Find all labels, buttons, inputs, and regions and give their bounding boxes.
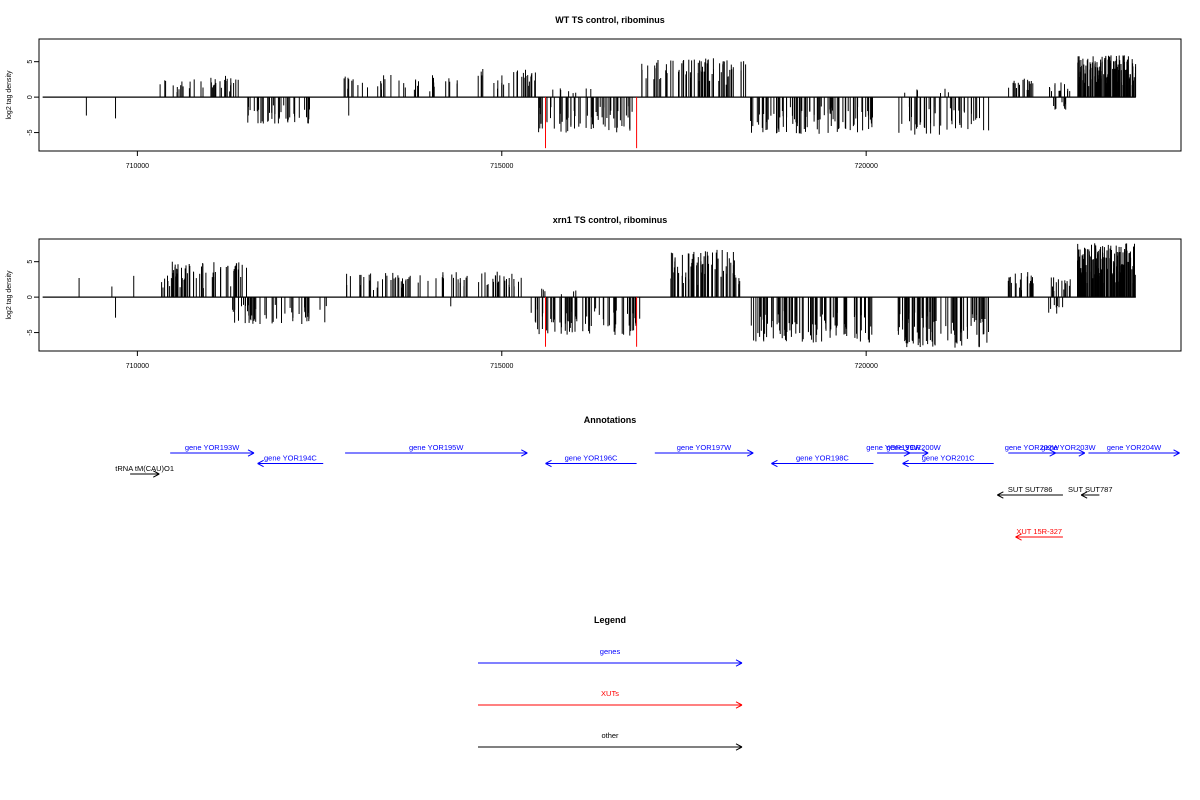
legend-arrow — [478, 659, 743, 667]
annotation-label: tRNA tM(CAU)O1 — [115, 464, 174, 473]
annotation-arrow — [257, 459, 324, 468]
annotation-feature: gene YOR204W — [1088, 443, 1180, 457]
annotations-title: Annotations — [584, 415, 637, 425]
annotation-arrow — [1080, 491, 1100, 499]
track-panel-xrn1: xrn1 TS control, ribominus log2 tag dens… — [6, 215, 1182, 370]
legend-label: genes — [600, 647, 621, 656]
plot-frame — [38, 238, 1182, 352]
annotation-arrow — [898, 449, 929, 457]
x-tick-label: 715000 — [490, 363, 513, 370]
annotation-arrow — [1008, 449, 1056, 457]
annotation-feature: gene YOR198C — [771, 454, 874, 468]
annotation-arrow — [130, 470, 160, 478]
annotation-feature: SUT SUT786 — [997, 485, 1063, 499]
annotation-arrow — [902, 459, 994, 468]
y-tick-label: -5 — [27, 329, 34, 335]
annotation-feature: gene YOR194C — [257, 454, 324, 468]
y-tick-label: 0 — [27, 295, 34, 299]
annotation-feature: gene YOR195W — [345, 443, 528, 457]
annotation-label: gene YOR197W — [677, 443, 732, 452]
annotation-label: gene YOR199W — [866, 443, 921, 452]
panel-title: xrn1 TS control, ribominus — [553, 215, 668, 225]
annotation-arrow — [771, 459, 874, 468]
annotation-label: gene YOR201C — [922, 454, 975, 463]
y-axis-label: log2 tag density — [6, 270, 13, 320]
annotation-arrow — [170, 449, 255, 457]
legend-label: other — [601, 731, 619, 740]
x-tick-label: 715000 — [490, 163, 513, 170]
panel-title: WT TS control, ribominus — [555, 15, 665, 25]
legend-arrow — [478, 743, 743, 751]
annotation-feature: gene YOR202W — [1005, 443, 1060, 457]
annotation-feature: gene YOR203W — [1041, 443, 1097, 457]
x-tick-label: 720000 — [854, 163, 877, 170]
annotation-label: gene YOR203W — [1041, 443, 1096, 452]
annotations-panel: Annotations gene YOR193W gene YOR194C gene… — [115, 415, 1180, 541]
annotation-label: gene YOR198C — [796, 454, 849, 463]
annotation-arrow — [545, 459, 637, 468]
legend-entry: genes — [478, 647, 743, 667]
legend-arrow — [478, 701, 743, 709]
annotation-arrow — [1015, 533, 1063, 541]
annotation-feature: gene YOR193W — [170, 443, 255, 457]
annotation-feature: gene YOR197W — [654, 443, 754, 457]
y-tick-label: -5 — [27, 129, 34, 135]
annotation-label: gene YOR204W — [1107, 443, 1162, 452]
legend-panel: Legend genes XUTs other — [478, 615, 743, 751]
annotation-label: gene YOR194C — [264, 454, 317, 463]
annotation-label: gene YOR193W — [185, 443, 240, 452]
annotation-feature: XUT 15R-327 — [1015, 527, 1063, 541]
plot-frame — [38, 38, 1182, 152]
annotation-label: gene YOR200W — [886, 443, 941, 452]
y-axis-label: log2 tag density — [6, 70, 13, 120]
x-tick-label: 710000 — [126, 363, 149, 370]
annotation-arrow — [1052, 449, 1086, 457]
annotation-feature: gene YOR196C — [545, 454, 637, 468]
annotation-arrow — [654, 449, 754, 457]
x-tick-label: 720000 — [854, 363, 877, 370]
annotation-label: gene YOR202W — [1005, 443, 1060, 452]
annotation-label: XUT 15R-327 — [1016, 527, 1062, 536]
annotation-feature: gene YOR201C — [902, 454, 994, 468]
track-panel-wt: WT TS control, ribominus log2 tag densit… — [6, 15, 1182, 170]
legend-title: Legend — [594, 615, 626, 625]
annotation-label: gene YOR195W — [409, 443, 464, 452]
annotation-arrow — [997, 491, 1063, 499]
annotation-feature: SUT SUT787 — [1068, 485, 1113, 499]
annotation-feature: tRNA tM(CAU)O1 — [115, 464, 174, 478]
annotation-label: gene YOR196C — [565, 454, 618, 463]
legend-label: XUTs — [601, 689, 619, 698]
annotation-arrow — [345, 449, 528, 457]
x-tick-label: 710000 — [126, 163, 149, 170]
annotation-label: SUT SUT787 — [1068, 485, 1112, 494]
annotation-arrow — [1088, 449, 1180, 457]
legend-entry: XUTs — [478, 689, 743, 709]
annotation-feature: gene YOR200W — [886, 443, 942, 457]
y-tick-label: 5 — [27, 260, 34, 264]
legend-entry: other — [478, 731, 743, 751]
y-tick-label: 5 — [27, 60, 34, 64]
annotation-label: SUT SUT786 — [1008, 485, 1052, 494]
y-tick-label: 0 — [27, 95, 34, 99]
